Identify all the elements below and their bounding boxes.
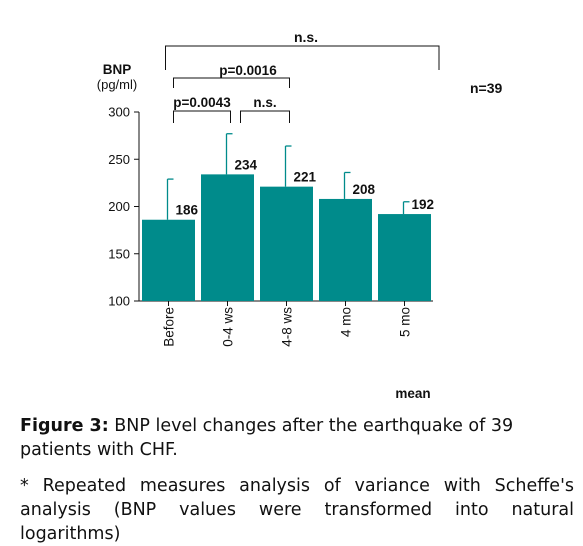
value-label-1: 186 — [176, 203, 199, 218]
bar-2 — [201, 174, 254, 301]
sig-before-48ws-bracket — [173, 77, 290, 88]
bar-1 — [142, 219, 195, 301]
x-tick-label-1: Before — [162, 307, 177, 347]
sig-before-5mo-label: n.s. — [294, 29, 318, 45]
x-tick-label-5: 5 mo — [398, 307, 413, 337]
y-tick-label: 250 — [108, 152, 130, 167]
figure-note-line-2: analysis (BNP values were transformed in… — [20, 500, 574, 544]
y-tick-label: 200 — [108, 199, 130, 214]
mean-label: mean — [395, 386, 430, 401]
y-tick-label: 150 — [108, 246, 130, 261]
value-label-5: 192 — [412, 197, 435, 212]
sig-before-5mo-bracket — [165, 45, 440, 70]
sig-before-48ws-label: p=0.0016 — [219, 63, 277, 78]
bnp-bar-chart: 100 150 200 250 300 BNP(pg/ml) 186 234 221 208 192… — [97, 29, 503, 401]
figure-caption-text: BNP level changes after the earthquake o… — [20, 416, 514, 460]
y-tick-label: 100 — [108, 294, 130, 309]
y-tick-label: 300 — [108, 105, 130, 120]
sample-size-note: n=39 — [470, 80, 503, 96]
value-label-3: 221 — [294, 170, 317, 185]
figure-caption: Figure 3: BNP level changes after the ea… — [20, 414, 574, 462]
y-axis-title: BNP — [103, 62, 132, 77]
sig-04ws-48ws-bracket — [240, 110, 290, 123]
figure-note-line-1: * Repeated measures analysis of variance… — [20, 476, 574, 496]
sig-before-04ws-bracket — [173, 110, 231, 123]
y-axis-unit: (pg/ml) — [97, 77, 137, 92]
sig-before-04ws-label: p=0.0043 — [173, 95, 231, 110]
x-tick-label-4: 4 mo — [339, 307, 354, 337]
sig-04ws-48ws-label: n.s. — [253, 95, 276, 110]
bar-3 — [260, 186, 313, 301]
x-tick-label-2: 0-4 ws — [221, 307, 236, 347]
figure-note: * Repeated measures analysis of variance… — [20, 474, 574, 546]
figure-label: Figure 3: — [20, 416, 109, 436]
bar-5 — [378, 214, 431, 301]
value-label-4: 208 — [353, 182, 376, 197]
x-tick-label-3: 4-8 ws — [280, 307, 295, 347]
bar-4 — [319, 198, 372, 301]
value-label-2: 234 — [235, 157, 258, 172]
